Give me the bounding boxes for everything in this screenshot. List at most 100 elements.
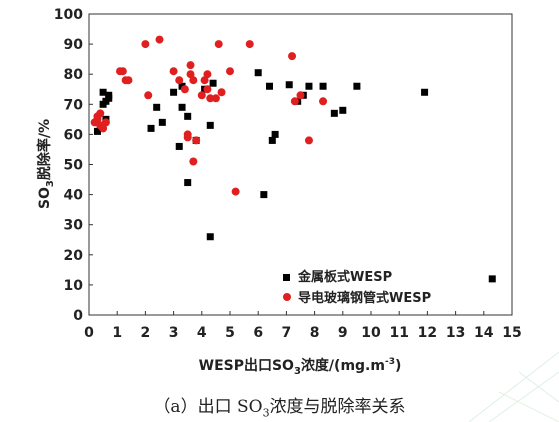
series-1-point	[105, 94, 113, 102]
series-2-point	[211, 94, 220, 103]
series-1-point	[353, 82, 361, 90]
series-2-point	[175, 76, 184, 85]
x-tick-label: 1	[112, 325, 122, 341]
series-2-point	[192, 136, 201, 145]
series-1-point	[319, 82, 327, 90]
x-tick-label: 3	[169, 325, 179, 341]
y-tick-label: 30	[64, 218, 84, 234]
x-tick-label: 8	[310, 325, 320, 341]
x-tick-label: 5	[225, 325, 235, 341]
x-axis: 0 1 2 3 4 5 6 7 8 9 10 11 12 13 14 15	[84, 311, 522, 341]
series-1-point	[305, 82, 313, 90]
series-2-point	[183, 130, 192, 139]
series-1-point	[184, 179, 192, 187]
series-1-point	[153, 103, 161, 111]
x-tick-label: 4	[197, 325, 207, 341]
y-tick-label: 60	[64, 127, 84, 143]
x-tick-label: 6	[253, 325, 263, 341]
series-2-point	[169, 67, 178, 76]
series-2-point	[96, 109, 105, 118]
series-2-point	[118, 67, 127, 76]
x-tick-label: 2	[141, 325, 151, 341]
series-2-point	[186, 70, 195, 79]
series-2-point	[101, 118, 110, 127]
legend-marker-series-2	[283, 293, 291, 301]
series-1-point	[206, 233, 214, 241]
series-2-point	[155, 35, 164, 44]
series-1-point	[147, 124, 155, 132]
y-tick-label: 70	[64, 97, 84, 113]
series-2-point	[304, 136, 313, 145]
series-1-point	[184, 112, 192, 120]
series-2-point	[124, 76, 133, 85]
series-1-point	[206, 121, 214, 129]
y-axis-label-subscript: 3	[45, 180, 56, 187]
data-points	[90, 35, 496, 283]
series-1-point	[330, 109, 338, 117]
series-1-point	[488, 275, 496, 283]
y-tick-label: 0	[73, 308, 83, 324]
series-2-point	[296, 91, 305, 100]
legend-label-series-2: 导电玻璃钢管式WESP	[298, 290, 431, 306]
series-1-point	[254, 69, 262, 77]
series-2-point	[319, 97, 328, 106]
series-2-point	[214, 40, 223, 49]
legend-label-series-1: 金属板式WESP	[297, 269, 392, 285]
series-2-point	[203, 85, 212, 94]
series-1-point	[158, 118, 166, 126]
y-tick-label: 40	[64, 188, 84, 204]
series-1-point	[178, 82, 186, 90]
x-tick-label: 13	[446, 325, 465, 341]
figure-caption: （a）出口 SO3浓度与脱除率关系	[153, 397, 406, 420]
series-1-point	[178, 103, 186, 111]
series-2-point	[290, 97, 299, 106]
caption-subscript: 3	[262, 406, 270, 420]
x-tick-label: 9	[338, 325, 348, 341]
y-tick-label: 90	[64, 37, 84, 53]
series-2-point	[217, 88, 226, 97]
series-2-point	[186, 61, 195, 70]
series-2-point	[231, 187, 240, 196]
series-1-point	[265, 82, 273, 90]
series-1-point	[99, 88, 107, 96]
series-2-point	[197, 91, 206, 100]
series-1-point	[260, 191, 268, 199]
y-tick-label: 80	[64, 67, 84, 83]
x-axis-label: WESP出口SO3浓度/(mg.m-3)	[199, 357, 402, 377]
x-axis-label-superscript: -3	[385, 357, 395, 367]
y-tick-label: 10	[64, 278, 84, 294]
corner-decoration	[469, 351, 559, 422]
y-tick-label: 50	[64, 158, 84, 174]
series-2-point	[144, 91, 153, 100]
y-axis: 0 10 20 30 40 50 60 70 80 90 100	[54, 7, 93, 324]
series-1-point	[175, 142, 183, 150]
legend: 金属板式WESP 导电玻璃钢管式WESP	[283, 269, 431, 306]
series-2-point	[206, 94, 215, 103]
series-1-point	[271, 130, 279, 138]
x-tick-label: 7	[282, 325, 292, 341]
x-tick-label: 15	[502, 325, 521, 341]
series-1-point	[285, 81, 293, 89]
series-1-point	[93, 127, 101, 135]
series-1-point	[339, 106, 347, 114]
x-tick-label: 0	[84, 325, 94, 341]
x-tick-label: 11	[389, 325, 408, 341]
series-2-point	[203, 70, 212, 79]
series-1-point	[268, 136, 276, 144]
x-tick-label: 10	[361, 325, 381, 341]
series-1-point	[209, 79, 217, 87]
y-tick-label: 100	[54, 7, 83, 23]
series-2-point	[200, 76, 209, 85]
series-2-point	[288, 52, 297, 61]
series-2-point	[141, 40, 150, 49]
series-2-point	[189, 76, 198, 85]
x-tick-label: 14	[474, 325, 494, 341]
series-2-point	[226, 67, 234, 76]
series-1-point	[170, 88, 178, 96]
series-2-point	[245, 40, 254, 49]
x-tick-label: 12	[418, 325, 437, 341]
y-tick-label: 20	[64, 248, 84, 264]
x-axis-label-subscript: 3	[294, 366, 301, 377]
